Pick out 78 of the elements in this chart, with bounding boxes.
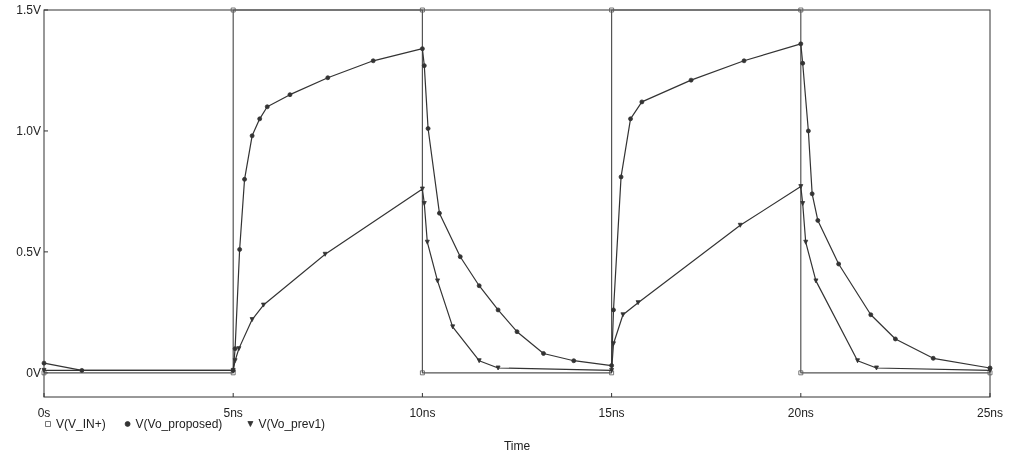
point bbox=[868, 312, 874, 318]
point bbox=[421, 63, 427, 69]
point bbox=[798, 7, 804, 13]
point bbox=[495, 365, 501, 371]
x-tick-label: 0s bbox=[37, 406, 51, 420]
point bbox=[425, 126, 431, 131]
point bbox=[688, 77, 694, 83]
point bbox=[639, 99, 645, 105]
point bbox=[874, 365, 879, 371]
point bbox=[264, 104, 270, 110]
point bbox=[420, 7, 425, 13]
point bbox=[236, 346, 242, 352]
point bbox=[930, 355, 936, 361]
point bbox=[242, 176, 247, 182]
point bbox=[635, 300, 641, 306]
point bbox=[737, 222, 743, 228]
point bbox=[893, 336, 898, 342]
point bbox=[798, 370, 804, 376]
point bbox=[611, 341, 616, 347]
point bbox=[809, 191, 815, 197]
point bbox=[803, 239, 809, 245]
point bbox=[609, 7, 614, 13]
point bbox=[230, 7, 236, 13]
point bbox=[232, 358, 238, 364]
point bbox=[741, 58, 747, 64]
point bbox=[370, 58, 376, 64]
point bbox=[421, 201, 427, 206]
point bbox=[495, 307, 501, 313]
point bbox=[611, 307, 616, 313]
point bbox=[249, 133, 255, 139]
point bbox=[805, 128, 811, 134]
x-tick-label: 20ns bbox=[787, 406, 814, 420]
point bbox=[322, 251, 328, 257]
point bbox=[800, 60, 806, 66]
point bbox=[514, 329, 520, 335]
x-tick-label: 15ns bbox=[598, 406, 625, 420]
point bbox=[435, 278, 440, 284]
point bbox=[457, 254, 463, 260]
legend-label: V(Vo_proposed) bbox=[135, 417, 223, 431]
point bbox=[249, 317, 255, 322]
point bbox=[261, 302, 266, 308]
y-tick-label: 1.5V bbox=[16, 3, 41, 17]
x-axis-title: Time bbox=[503, 439, 531, 453]
point bbox=[815, 218, 821, 223]
point bbox=[41, 360, 47, 366]
point bbox=[476, 283, 482, 289]
y-tick-label: 0.5V bbox=[16, 244, 41, 259]
point bbox=[232, 346, 238, 352]
point bbox=[424, 239, 430, 245]
x-tick-label: 25ns bbox=[976, 406, 1004, 420]
point bbox=[420, 370, 425, 376]
point bbox=[836, 261, 842, 267]
point bbox=[420, 186, 425, 192]
y-tick-label: 0V bbox=[26, 365, 41, 380]
point bbox=[800, 201, 806, 206]
legend-label: V(V_IN+) bbox=[56, 417, 106, 431]
point bbox=[798, 184, 804, 189]
point bbox=[541, 351, 546, 356]
point bbox=[618, 174, 624, 180]
y-tick-label: 1.0V bbox=[16, 123, 41, 138]
point bbox=[813, 278, 819, 284]
point bbox=[420, 46, 425, 52]
legend-label: V(Vo_prev1) bbox=[258, 417, 326, 431]
point bbox=[79, 368, 85, 373]
point bbox=[628, 116, 633, 122]
point bbox=[237, 247, 243, 252]
point bbox=[257, 116, 263, 122]
point bbox=[855, 358, 860, 364]
x-tick-label: 10ns bbox=[409, 406, 436, 420]
point bbox=[287, 92, 293, 98]
point bbox=[325, 75, 331, 81]
point bbox=[437, 210, 442, 216]
point bbox=[571, 358, 577, 364]
point bbox=[798, 41, 804, 47]
point bbox=[476, 358, 482, 364]
point bbox=[450, 324, 456, 330]
x-tick-label: 5ns bbox=[223, 406, 243, 420]
point bbox=[620, 312, 626, 318]
